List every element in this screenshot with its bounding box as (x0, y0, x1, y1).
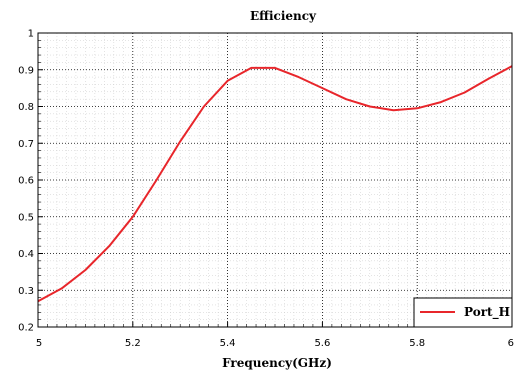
y-tick-label: 0.2 (18, 323, 34, 334)
series-layer (37, 65, 513, 303)
y-tick-label: 0.4 (18, 249, 34, 260)
series-line-port-h (37, 65, 513, 303)
legend: Port_H (413, 297, 513, 328)
x-axis-label: Frequency(GHz) (222, 356, 332, 370)
y-tick-label: 0.7 (18, 139, 34, 150)
legend-label-port-h: Port_H (464, 305, 510, 320)
y-axis: 0.2 0.3 0.4 0.5 0.6 0.7 0.8 0.9 1 (18, 29, 43, 334)
x-tick-label: 5.4 (220, 338, 236, 349)
y-tick-label: 1 (28, 29, 34, 40)
x-tick-label: 5.8 (409, 338, 425, 349)
y-tick-label: 0.3 (18, 286, 34, 297)
x-tick-label: 6 (508, 338, 514, 349)
y-tick-label: 0.5 (18, 212, 34, 223)
y-tick-label: 0.8 (18, 102, 34, 113)
x-tick-label: 5.2 (125, 338, 141, 349)
x-tick-label: 5.6 (314, 338, 330, 349)
grid-lines (38, 33, 512, 327)
y-tick-label: 0.6 (18, 176, 34, 187)
y-tick-label: 0.9 (18, 65, 34, 76)
x-tick-label: 5 (36, 338, 42, 349)
chart-title: Efficiency (250, 9, 317, 23)
